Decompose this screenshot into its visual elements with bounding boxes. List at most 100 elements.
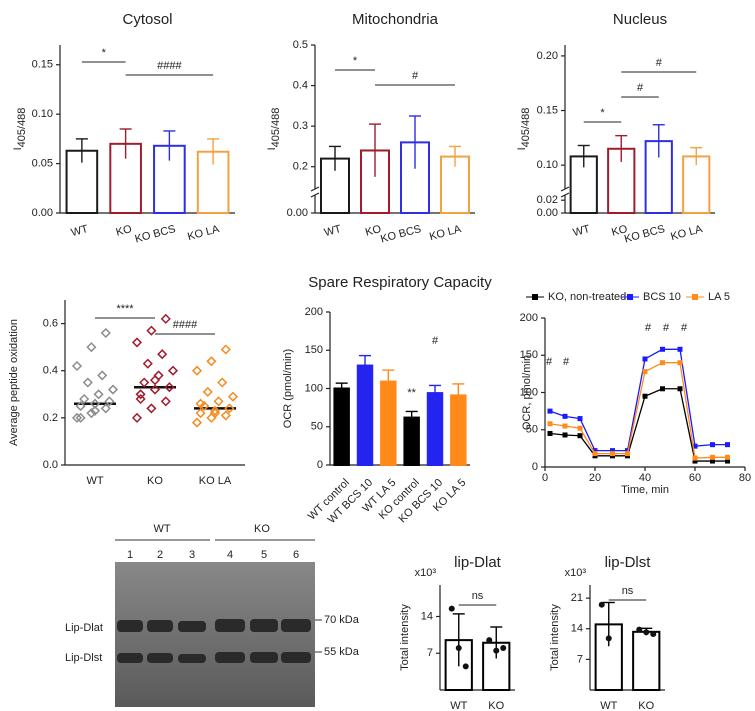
data-point bbox=[725, 442, 730, 448]
annotation: # bbox=[637, 82, 644, 94]
annotation: ** bbox=[407, 387, 416, 399]
annotation: **** bbox=[116, 303, 134, 315]
annotation: * bbox=[102, 47, 107, 59]
data-point bbox=[227, 391, 239, 402]
chart-title: Nucleus bbox=[613, 11, 667, 28]
x-tick-label: KO LA bbox=[428, 223, 463, 243]
y-tick-label: 0.10 bbox=[32, 108, 53, 120]
legend-label: BCS 10 bbox=[643, 291, 681, 303]
bar bbox=[632, 630, 661, 691]
y-axis-label: Average peptide oxidation bbox=[8, 319, 20, 446]
data-point bbox=[146, 403, 157, 414]
group-label: KO bbox=[254, 523, 270, 535]
error-bar bbox=[75, 138, 88, 163]
y-tick-label: 0.0 bbox=[43, 459, 58, 471]
data-point bbox=[167, 365, 179, 376]
annotation: #### bbox=[157, 60, 182, 72]
y-axis-label: I405/488 bbox=[516, 108, 532, 151]
data-point bbox=[75, 412, 86, 423]
y-tick-label: 50 bbox=[526, 424, 538, 436]
data-point bbox=[577, 425, 583, 431]
y-tick-label: 150 bbox=[520, 349, 538, 361]
error-bar bbox=[452, 613, 465, 667]
data-point bbox=[107, 384, 119, 395]
data-point bbox=[149, 384, 161, 395]
blot-bands bbox=[117, 619, 311, 663]
lane-label: 3 bbox=[189, 549, 195, 561]
x-tick-label: KO BCS bbox=[623, 223, 666, 245]
data-point bbox=[710, 442, 715, 448]
y-axis-label: Total intensity bbox=[549, 604, 561, 671]
y-tick-label: 150 bbox=[305, 344, 323, 356]
data-point bbox=[164, 382, 175, 393]
data-point bbox=[135, 393, 146, 405]
annotation: ns bbox=[622, 585, 634, 597]
annotation: # bbox=[645, 322, 652, 334]
annotation: # bbox=[432, 335, 439, 347]
data-point bbox=[71, 360, 83, 372]
data-point bbox=[97, 370, 108, 381]
y-tick-label: 0.05 bbox=[32, 157, 53, 169]
x-tick-label: WT bbox=[600, 700, 617, 711]
chart-title: Mitochondria bbox=[352, 11, 439, 28]
lane-label: 6 bbox=[293, 549, 299, 561]
y-tick-label: 0.00 bbox=[537, 207, 558, 219]
band-label: Lip-Dlat bbox=[65, 622, 103, 634]
data-point bbox=[149, 375, 161, 386]
data-point bbox=[610, 451, 615, 457]
x-tick-label: KO bbox=[364, 223, 383, 239]
data-point bbox=[82, 377, 93, 388]
data-point bbox=[455, 645, 462, 651]
chart-title: Spare Respiratory Capacity bbox=[308, 274, 492, 291]
data-point bbox=[135, 389, 146, 400]
x-tick-label: WT bbox=[572, 223, 592, 239]
y-label-main: I bbox=[516, 147, 528, 150]
annotation: # bbox=[663, 322, 670, 334]
data-point bbox=[660, 360, 665, 366]
data-point bbox=[86, 408, 97, 419]
y-tick-label: 100 bbox=[520, 386, 538, 398]
y-tick-label: 0.4 bbox=[43, 365, 58, 377]
y-tick-label: 0.3 bbox=[293, 120, 308, 132]
y-tick-label: 0.20 bbox=[537, 50, 558, 62]
x-tick-label: KO bbox=[610, 223, 629, 239]
y-tick-label: 0.4 bbox=[293, 79, 308, 91]
data-point bbox=[71, 412, 83, 423]
bar bbox=[403, 416, 420, 467]
x-tick-label: WT bbox=[450, 700, 467, 711]
data-point bbox=[195, 398, 206, 409]
y-axis-label: OCR (pmol/min) bbox=[282, 349, 294, 428]
data-point bbox=[448, 605, 455, 612]
data-point bbox=[598, 601, 605, 608]
x-tick-label: 20 bbox=[589, 472, 601, 484]
data-point bbox=[660, 386, 665, 392]
data-point bbox=[202, 386, 213, 397]
data-point bbox=[217, 377, 228, 388]
data-point bbox=[142, 358, 153, 369]
data-point bbox=[562, 413, 568, 419]
y-label-main: OCR (pmol/min) bbox=[282, 349, 294, 428]
lane-label: 1 bbox=[127, 549, 133, 561]
data-point bbox=[642, 369, 648, 375]
data-point bbox=[577, 433, 583, 439]
x-tick-label: KO bbox=[638, 700, 654, 711]
error-bar bbox=[335, 382, 348, 394]
y-tick-label: 200 bbox=[305, 306, 323, 318]
axis-break bbox=[560, 192, 570, 198]
data-point bbox=[220, 410, 231, 421]
y-label-main: Total intensity bbox=[549, 604, 561, 671]
y-axis-label: I405/488 bbox=[12, 108, 28, 151]
data-point bbox=[562, 423, 568, 429]
data-point bbox=[562, 432, 568, 438]
data-point bbox=[500, 645, 507, 651]
data-point bbox=[100, 403, 111, 414]
bar bbox=[426, 392, 444, 466]
y-label-main: Average peptide oxidation bbox=[8, 319, 20, 446]
y-tick-label: 0.5 bbox=[293, 39, 308, 51]
y-tick-label: 14 bbox=[421, 610, 433, 622]
x-tick-label: KO bbox=[488, 700, 504, 711]
legend-label: KO, non-treated bbox=[548, 291, 626, 303]
data-point bbox=[592, 451, 598, 457]
axis-break bbox=[310, 186, 320, 192]
